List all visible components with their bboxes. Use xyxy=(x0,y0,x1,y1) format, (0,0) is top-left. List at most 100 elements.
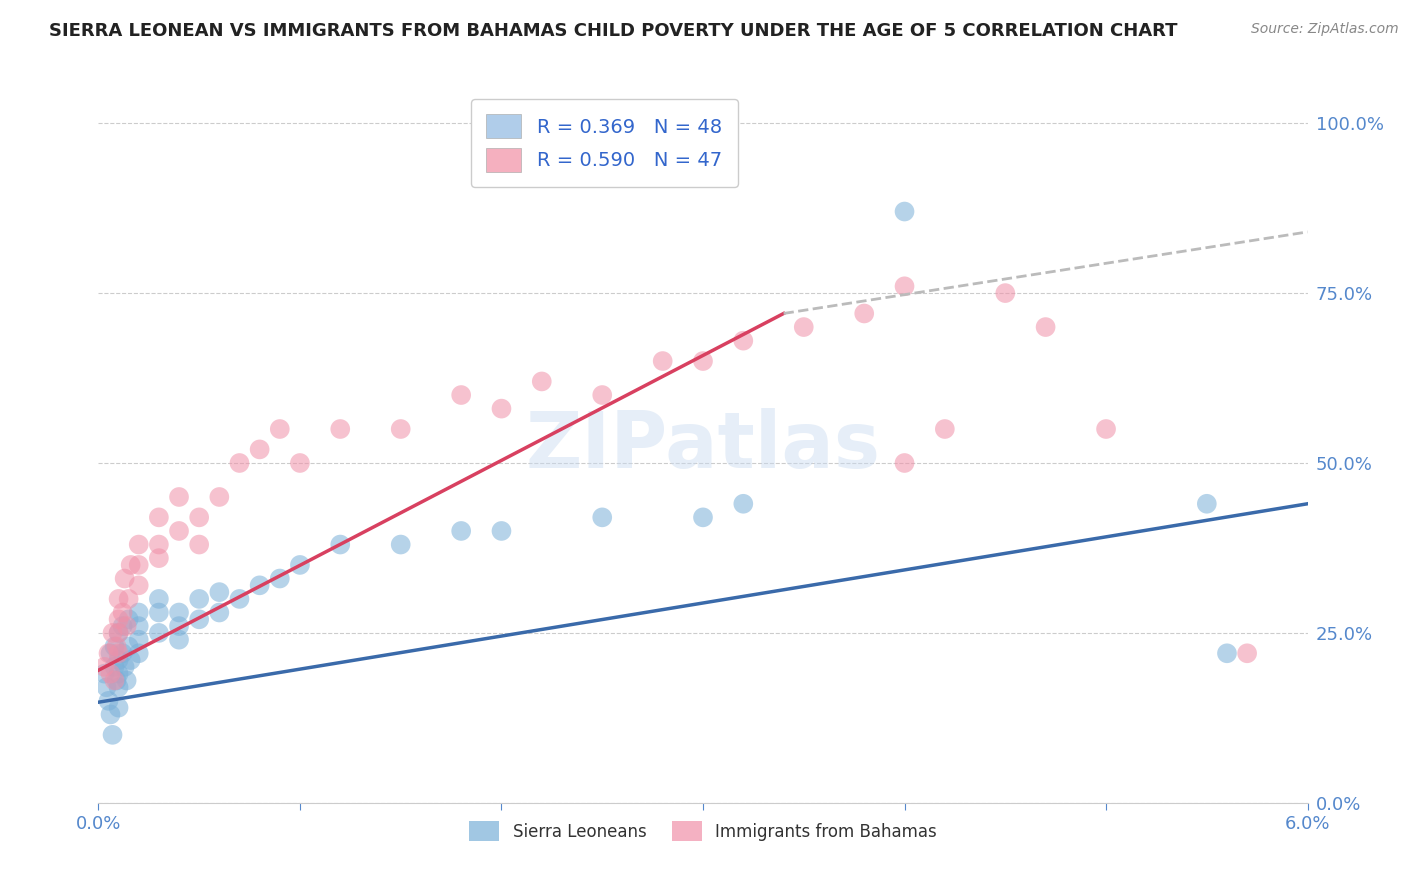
Point xyxy=(853,306,876,320)
Point xyxy=(1195,497,1218,511)
Text: Source: ZipAtlas.com: Source: ZipAtlas.com xyxy=(1251,22,1399,37)
Point xyxy=(167,490,190,504)
Point xyxy=(100,707,122,722)
Legend: Sierra Leoneans, Immigrants from Bahamas: Sierra Leoneans, Immigrants from Bahamas xyxy=(463,814,943,848)
Text: ZIPatlas: ZIPatlas xyxy=(526,408,880,484)
Point xyxy=(103,640,125,654)
Point xyxy=(148,626,170,640)
Point xyxy=(893,204,915,219)
Point xyxy=(208,585,231,599)
Point xyxy=(450,524,472,538)
Point xyxy=(491,401,513,416)
Point xyxy=(111,646,134,660)
Point xyxy=(93,660,115,674)
Point xyxy=(115,619,138,633)
Point xyxy=(450,388,472,402)
Point xyxy=(167,524,190,538)
Point xyxy=(228,456,250,470)
Point xyxy=(114,660,136,674)
Point xyxy=(148,510,170,524)
Point xyxy=(114,572,136,586)
Point xyxy=(128,578,150,592)
Point xyxy=(188,510,211,524)
Point xyxy=(530,375,553,389)
Point xyxy=(107,626,129,640)
Point xyxy=(591,388,613,402)
Point xyxy=(208,490,231,504)
Point xyxy=(389,422,412,436)
Point xyxy=(893,456,915,470)
Point xyxy=(249,442,271,457)
Point xyxy=(228,591,250,606)
Point xyxy=(128,558,150,572)
Point xyxy=(934,422,956,436)
Point xyxy=(101,728,124,742)
Point xyxy=(188,612,211,626)
Point xyxy=(107,666,129,681)
Point xyxy=(105,640,128,654)
Point xyxy=(107,680,129,694)
Point xyxy=(733,497,755,511)
Point xyxy=(188,537,211,551)
Point xyxy=(111,619,134,633)
Point xyxy=(120,653,142,667)
Point xyxy=(692,510,714,524)
Point xyxy=(188,591,211,606)
Point xyxy=(128,606,150,620)
Point xyxy=(329,422,352,436)
Point xyxy=(107,700,129,714)
Point xyxy=(148,537,170,551)
Point xyxy=(1236,646,1258,660)
Point xyxy=(1095,422,1118,436)
Point xyxy=(591,170,613,185)
Point xyxy=(107,646,129,660)
Point xyxy=(100,666,122,681)
Point xyxy=(96,680,118,694)
Point xyxy=(118,612,141,626)
Point xyxy=(100,646,122,660)
Point xyxy=(115,673,138,688)
Point xyxy=(491,524,513,538)
Point xyxy=(148,606,170,620)
Point xyxy=(148,591,170,606)
Point xyxy=(97,694,120,708)
Point xyxy=(389,537,412,551)
Point xyxy=(128,537,150,551)
Point xyxy=(329,537,352,551)
Point xyxy=(733,334,755,348)
Point xyxy=(118,640,141,654)
Point xyxy=(101,626,124,640)
Point xyxy=(93,666,115,681)
Point xyxy=(1035,320,1057,334)
Point xyxy=(288,456,311,470)
Text: SIERRA LEONEAN VS IMMIGRANTS FROM BAHAMAS CHILD POVERTY UNDER THE AGE OF 5 CORRE: SIERRA LEONEAN VS IMMIGRANTS FROM BAHAMA… xyxy=(49,22,1178,40)
Point xyxy=(208,606,231,620)
Point xyxy=(120,558,142,572)
Point xyxy=(128,646,150,660)
Point xyxy=(269,422,291,436)
Point xyxy=(148,551,170,566)
Point xyxy=(793,320,815,334)
Point xyxy=(128,619,150,633)
Point xyxy=(118,591,141,606)
Point xyxy=(107,626,129,640)
Point xyxy=(288,558,311,572)
Point xyxy=(249,578,271,592)
Point xyxy=(1216,646,1239,660)
Point xyxy=(107,612,129,626)
Point xyxy=(167,606,190,620)
Point xyxy=(103,660,125,674)
Point xyxy=(107,591,129,606)
Point xyxy=(128,632,150,647)
Point xyxy=(591,510,613,524)
Point xyxy=(651,354,673,368)
Point xyxy=(107,653,129,667)
Point xyxy=(97,646,120,660)
Point xyxy=(893,279,915,293)
Point xyxy=(994,286,1017,301)
Point xyxy=(167,632,190,647)
Point xyxy=(111,606,134,620)
Point xyxy=(105,673,128,688)
Point xyxy=(103,673,125,688)
Point xyxy=(692,354,714,368)
